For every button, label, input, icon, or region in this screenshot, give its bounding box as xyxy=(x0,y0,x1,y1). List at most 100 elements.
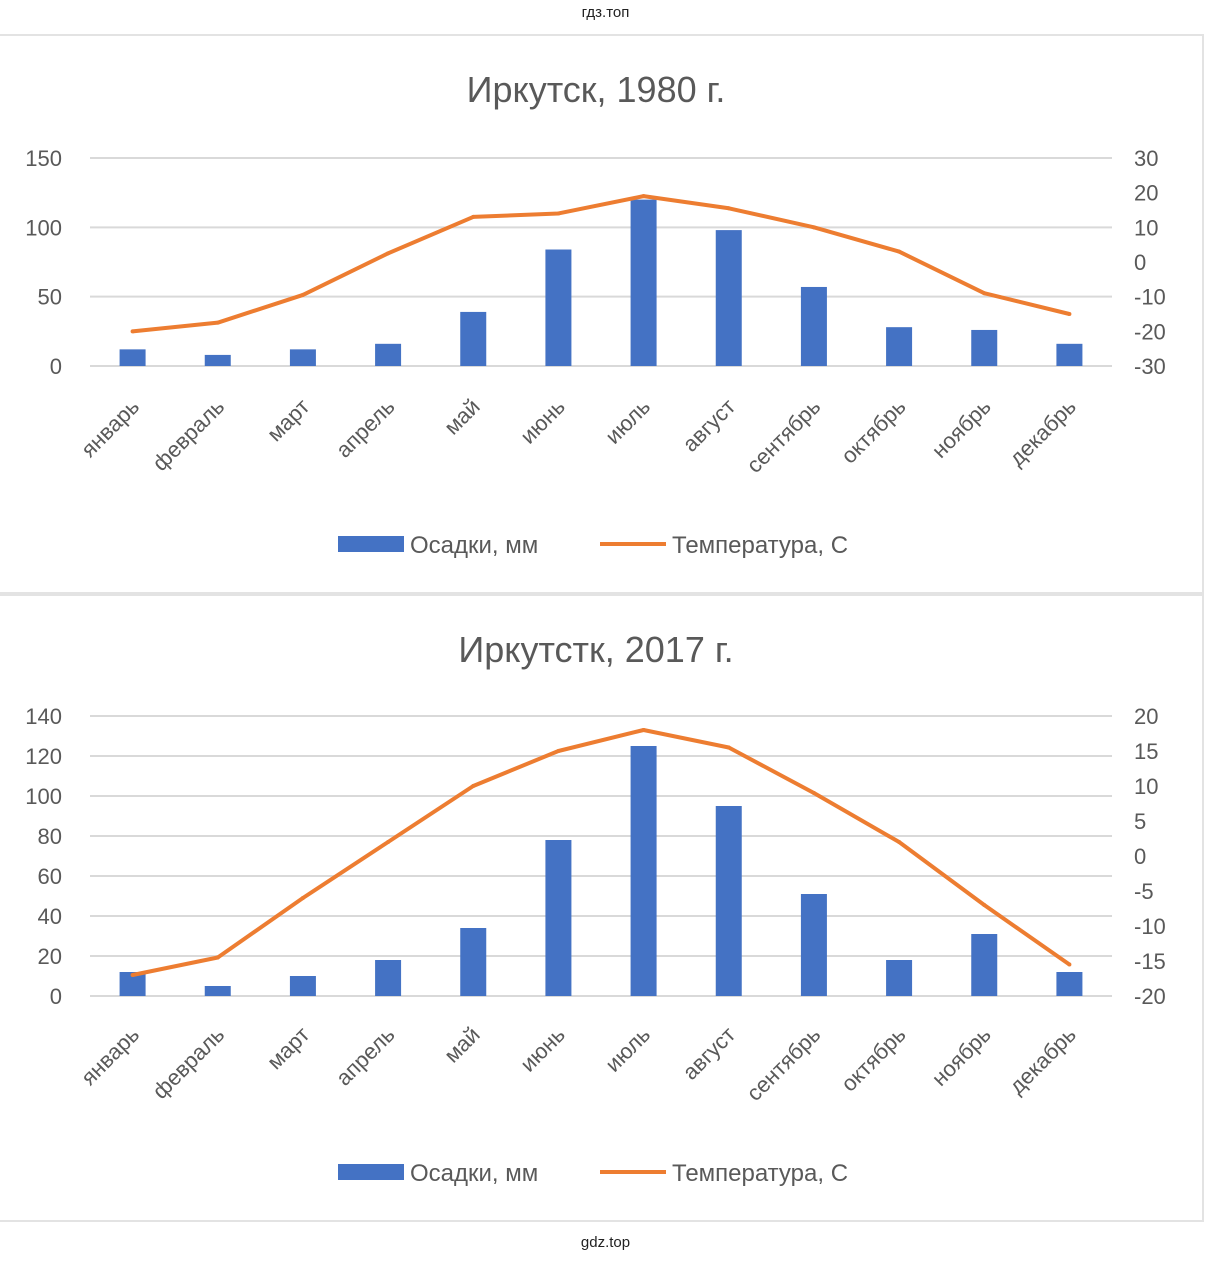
temperature-point xyxy=(811,791,816,795)
chart-2017: Иркутстк, 2017 г.020406080100120140-20-1… xyxy=(25,629,1166,1187)
chart-1980: Иркутск, 1980 г. 0 50 100 150 -30 -20 -10 0 10 20 3… xyxy=(25,69,1166,559)
temperature-point xyxy=(811,225,816,230)
x-category-label: июнь xyxy=(515,1022,570,1077)
chart-title: Иркутстк, 2017 г. xyxy=(458,629,733,670)
y-left-tick-label: 20 xyxy=(38,944,62,969)
y-right-tick-label: -20 xyxy=(1134,984,1166,1009)
x-category-label: апрель xyxy=(331,394,400,463)
temperature-point xyxy=(641,194,646,199)
temperature-point xyxy=(471,214,476,219)
watermark-bottom: gdz.top xyxy=(580,1234,631,1251)
precipitation-bar xyxy=(1056,972,1083,996)
precipitation-bar xyxy=(375,343,402,366)
x-category-label: октябрь xyxy=(836,1022,911,1097)
y-right-tick-label: 0 xyxy=(1134,844,1146,869)
x-category-label: август xyxy=(678,1022,741,1085)
chart-panel-1980: Иркутск, 1980 г. 0 50 100 150 -30 -20 -10 0 10 20 3… xyxy=(0,34,1204,594)
x-category-label: ноябрь xyxy=(927,1022,996,1091)
precipitation-bar xyxy=(715,806,742,996)
precipitation-bar xyxy=(119,349,146,366)
temperature-point xyxy=(471,784,476,788)
x-category-label: март xyxy=(262,1022,314,1074)
temperature-point xyxy=(556,749,561,753)
precipitation-bar xyxy=(545,249,572,366)
x-category-label: июль xyxy=(600,1022,655,1077)
temperature-line xyxy=(132,194,1070,334)
y-right-tick-label: 15 xyxy=(1134,739,1158,764)
legend-label-precipitation: Осадки, мм xyxy=(410,532,538,559)
y-right-tick-label: 0 xyxy=(1134,250,1146,275)
precipitation-bar xyxy=(886,960,913,996)
x-category-label: июль xyxy=(600,394,655,449)
x-category-label: апрель xyxy=(331,1022,400,1091)
chart-panel-2017: Иркутстк, 2017 г. 0 20 40 60 80 100 120 140 -20 -1… xyxy=(0,594,1204,1222)
precipitation-bar xyxy=(715,230,742,366)
y-left-tick-label: 100 xyxy=(25,784,62,809)
y-right-tick-label: -15 xyxy=(1134,949,1166,974)
y-left-tick-label: 60 xyxy=(38,864,62,889)
precipitation-bar xyxy=(289,349,316,366)
precipitation-bar xyxy=(800,894,827,996)
x-category-label: март xyxy=(262,394,314,446)
y-left-tick-label: 80 xyxy=(38,824,62,849)
temperature-point xyxy=(897,249,902,254)
temperature-point xyxy=(982,291,987,296)
x-category-label: февраль xyxy=(147,1022,229,1104)
x-category-label: январь xyxy=(76,1022,144,1090)
temperature-point xyxy=(897,840,902,844)
precipitation-bar xyxy=(375,960,402,996)
y-left-tick-label: 120 xyxy=(25,744,62,769)
temperature-point xyxy=(726,206,731,211)
legend-label-temperature: Температура, С xyxy=(672,532,848,559)
legend-label-temperature: Температура, С xyxy=(672,1160,848,1187)
x-category-label: ноябрь xyxy=(927,394,996,463)
precipitation-bar xyxy=(1056,343,1083,366)
x-category-label: июнь xyxy=(515,394,570,449)
y-left-tick-label: 40 xyxy=(38,904,62,929)
precipitation-bar xyxy=(204,986,231,996)
temperature-point xyxy=(300,896,305,900)
precipitation-bar xyxy=(460,311,487,366)
precipitation-bar xyxy=(545,840,572,996)
y-left-tick-label: 150 xyxy=(25,146,62,171)
x-category-label: сентябрь xyxy=(742,1022,826,1106)
temperature-point xyxy=(215,955,220,960)
temperature-point xyxy=(982,903,987,907)
y-right-tick-label: 10 xyxy=(1134,215,1158,240)
y-right-tick-label: 10 xyxy=(1134,774,1158,799)
y-left-tick-label: 140 xyxy=(25,704,62,729)
temperature-point xyxy=(130,973,135,977)
y-left-tick-label: 50 xyxy=(38,285,62,310)
x-category-label: май xyxy=(439,394,485,440)
temperature-point xyxy=(1067,312,1072,316)
temperature-point xyxy=(130,329,135,334)
precipitation-bar xyxy=(886,327,913,366)
legend-label-precipitation: Осадки, мм xyxy=(410,1160,538,1187)
y-right-tick-label: -5 xyxy=(1134,879,1154,904)
temperature-point xyxy=(556,211,561,216)
temperature-line xyxy=(132,728,1071,977)
x-category-label: январь xyxy=(76,394,144,462)
precipitation-bar xyxy=(971,329,998,366)
precipitation-bar xyxy=(460,928,487,996)
x-category-label: май xyxy=(439,1022,485,1068)
temperature-point xyxy=(386,840,391,844)
precipitation-bar xyxy=(630,199,657,366)
precipitation-bar xyxy=(971,934,998,996)
y-left-tick-label: 0 xyxy=(50,984,62,1009)
temperature-point xyxy=(1067,962,1072,967)
y-right-tick-label: 20 xyxy=(1134,181,1158,206)
chart-title: Иркутск, 1980 г. xyxy=(467,69,726,110)
x-category-label: сентябрь xyxy=(742,394,826,478)
x-category-label: февраль xyxy=(147,394,229,476)
x-category-label: декабрь xyxy=(1004,394,1081,471)
y-right-tick-label: 30 xyxy=(1134,146,1158,171)
precipitation-bar xyxy=(289,976,316,996)
x-category-label: октябрь xyxy=(836,394,911,469)
y-right-tick-label: -20 xyxy=(1134,319,1166,344)
y-right-tick-label: 20 xyxy=(1134,704,1158,729)
watermark-top: гдз.топ xyxy=(581,4,630,21)
y-right-tick-label: -30 xyxy=(1134,354,1166,379)
x-category-label: август xyxy=(678,394,741,457)
temperature-point xyxy=(215,320,220,325)
